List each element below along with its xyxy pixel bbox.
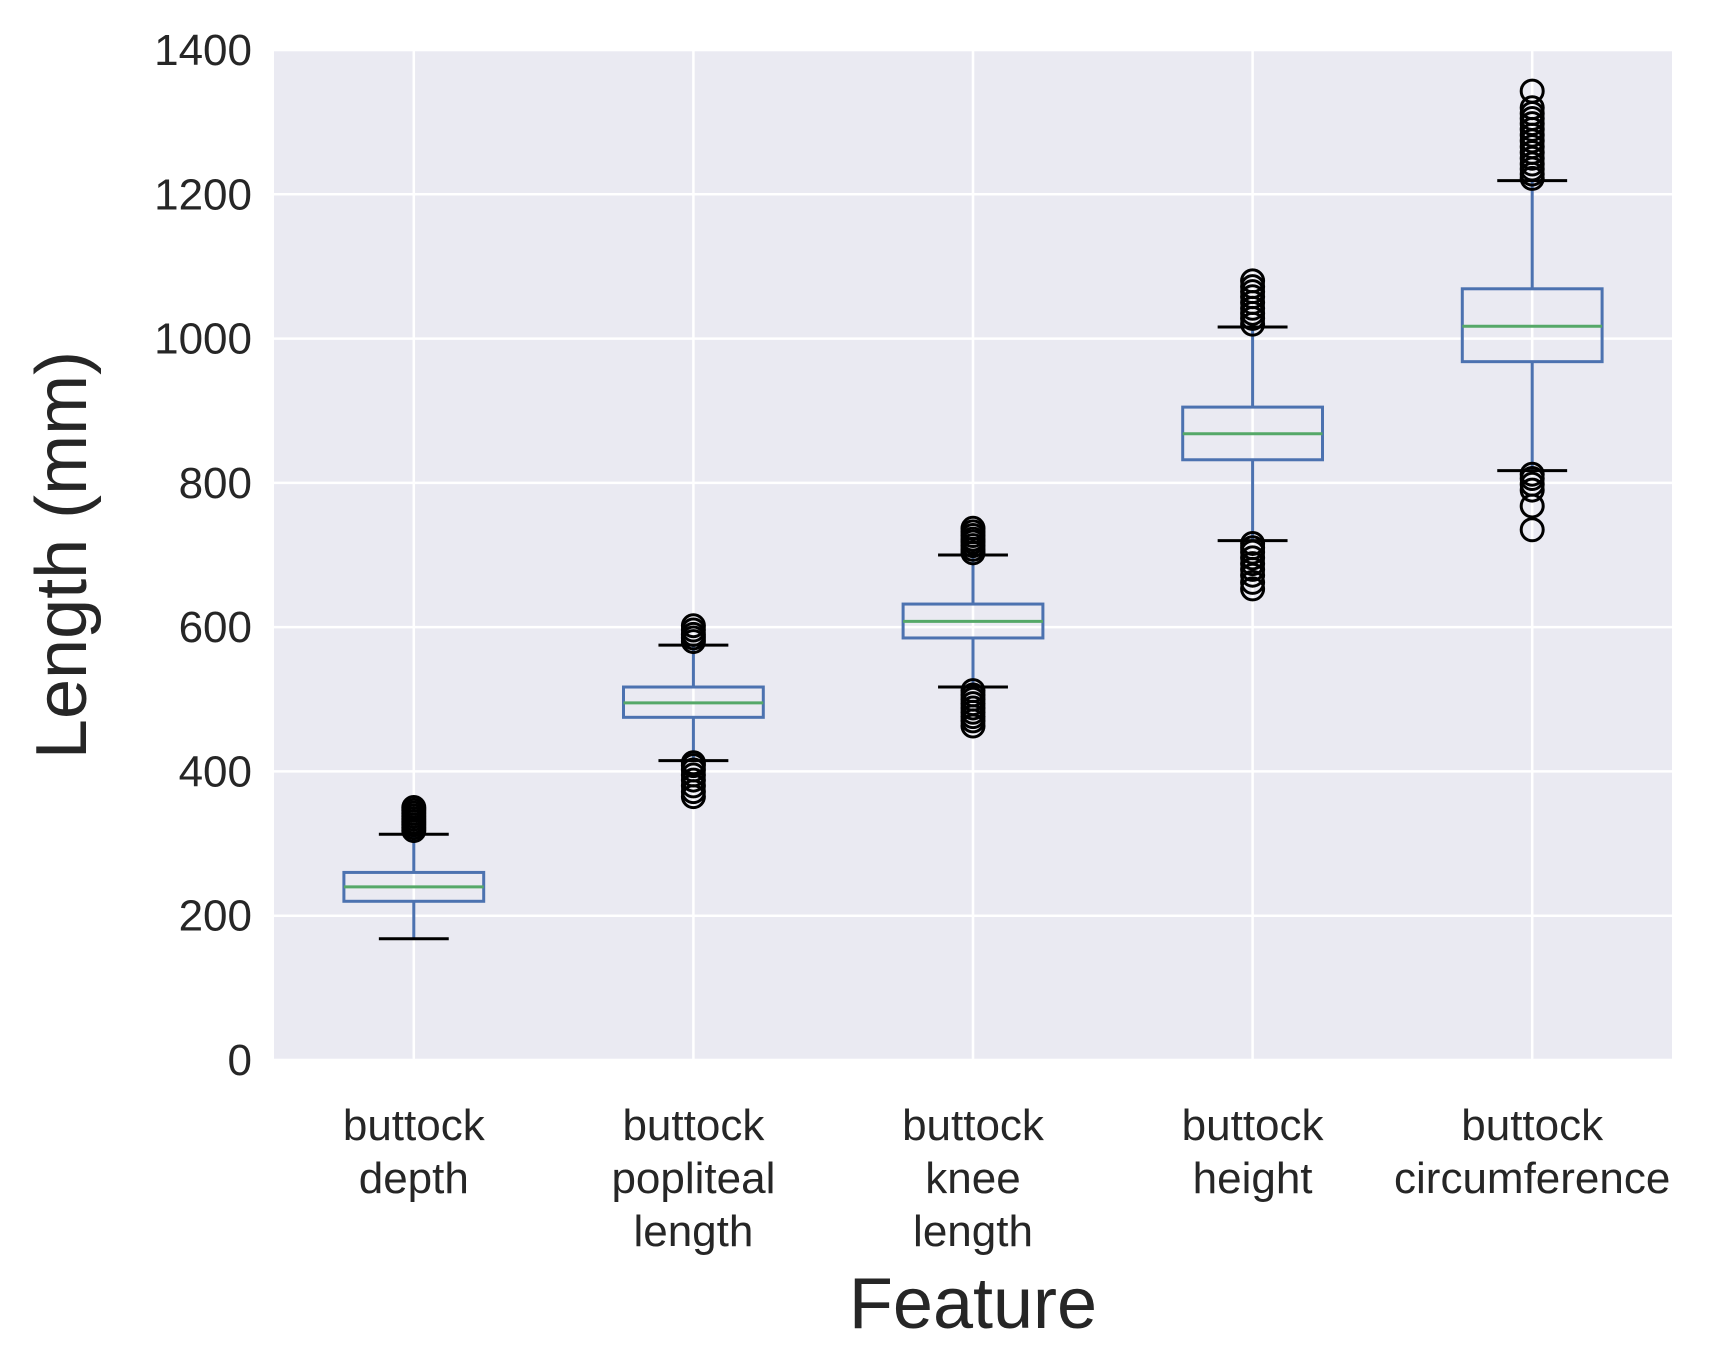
y-tick-label: 400 — [179, 747, 252, 796]
x-tick-label: height — [1193, 1154, 1313, 1203]
box-group — [1181, 268, 1324, 602]
box-group — [1460, 78, 1604, 543]
y-tick-label: 1000 — [154, 315, 252, 364]
y-tick-label: 200 — [179, 892, 252, 941]
y-tick-label: 800 — [179, 459, 252, 508]
x-tick-label: length — [913, 1207, 1033, 1256]
box-series — [342, 78, 1604, 941]
y-tick-label: 1200 — [154, 170, 252, 219]
x-tick-label: depth — [359, 1154, 469, 1203]
outlier-point — [401, 795, 427, 820]
x-tick-label: buttock — [343, 1101, 486, 1150]
x-axis-label: Feature — [849, 1264, 1097, 1344]
x-tick-label: buttock — [1461, 1101, 1604, 1150]
x-tick-label: buttock — [902, 1101, 1045, 1150]
outlier-point — [1519, 517, 1545, 543]
x-tick-label: length — [633, 1207, 753, 1256]
outlier-point — [960, 678, 986, 704]
box-group — [622, 613, 765, 810]
outlier-point — [680, 750, 706, 776]
outlier-point — [1240, 576, 1266, 602]
box-group — [901, 515, 1045, 739]
outlier-point — [1240, 569, 1266, 595]
outlier-point — [1519, 461, 1545, 487]
outlier-point — [1240, 268, 1266, 294]
x-axis-ticks: buttockdepthbuttockpopliteallengthbuttoc… — [343, 1101, 1670, 1256]
y-tick-label: 600 — [179, 603, 252, 652]
y-tick-label: 0 — [228, 1036, 252, 1085]
y-axis-ticks: 0 200 400 600 800 1000 1200 1400 — [154, 26, 252, 1085]
x-tick-label: knee — [925, 1154, 1020, 1203]
x-tick-label: buttock — [622, 1101, 765, 1150]
box-group — [342, 795, 486, 941]
x-tick-label: popliteal — [611, 1154, 775, 1203]
outlier-point — [1519, 95, 1545, 121]
x-tick-label: buttock — [1182, 1101, 1325, 1150]
y-axis-label: Length (mm) — [22, 351, 102, 759]
outlier-point — [1240, 530, 1266, 556]
x-tick-label: circumference — [1394, 1154, 1670, 1203]
y-tick-label: 1400 — [154, 26, 252, 75]
outlier-point — [680, 613, 706, 639]
outlier-point — [960, 515, 986, 541]
outlier-point — [1519, 78, 1545, 104]
